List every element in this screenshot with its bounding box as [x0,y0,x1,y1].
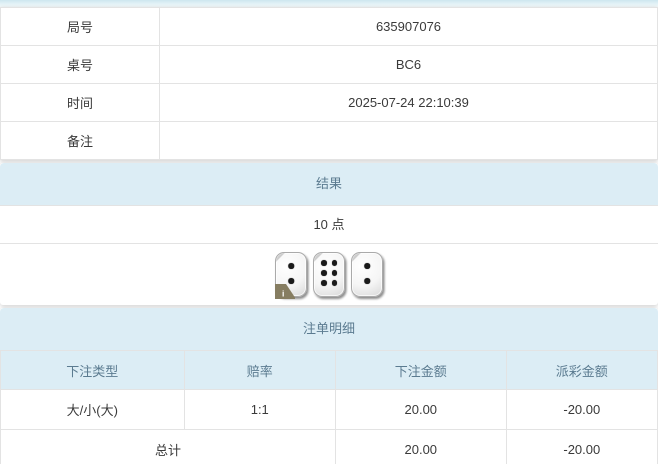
svg-text:i: i [282,289,284,299]
